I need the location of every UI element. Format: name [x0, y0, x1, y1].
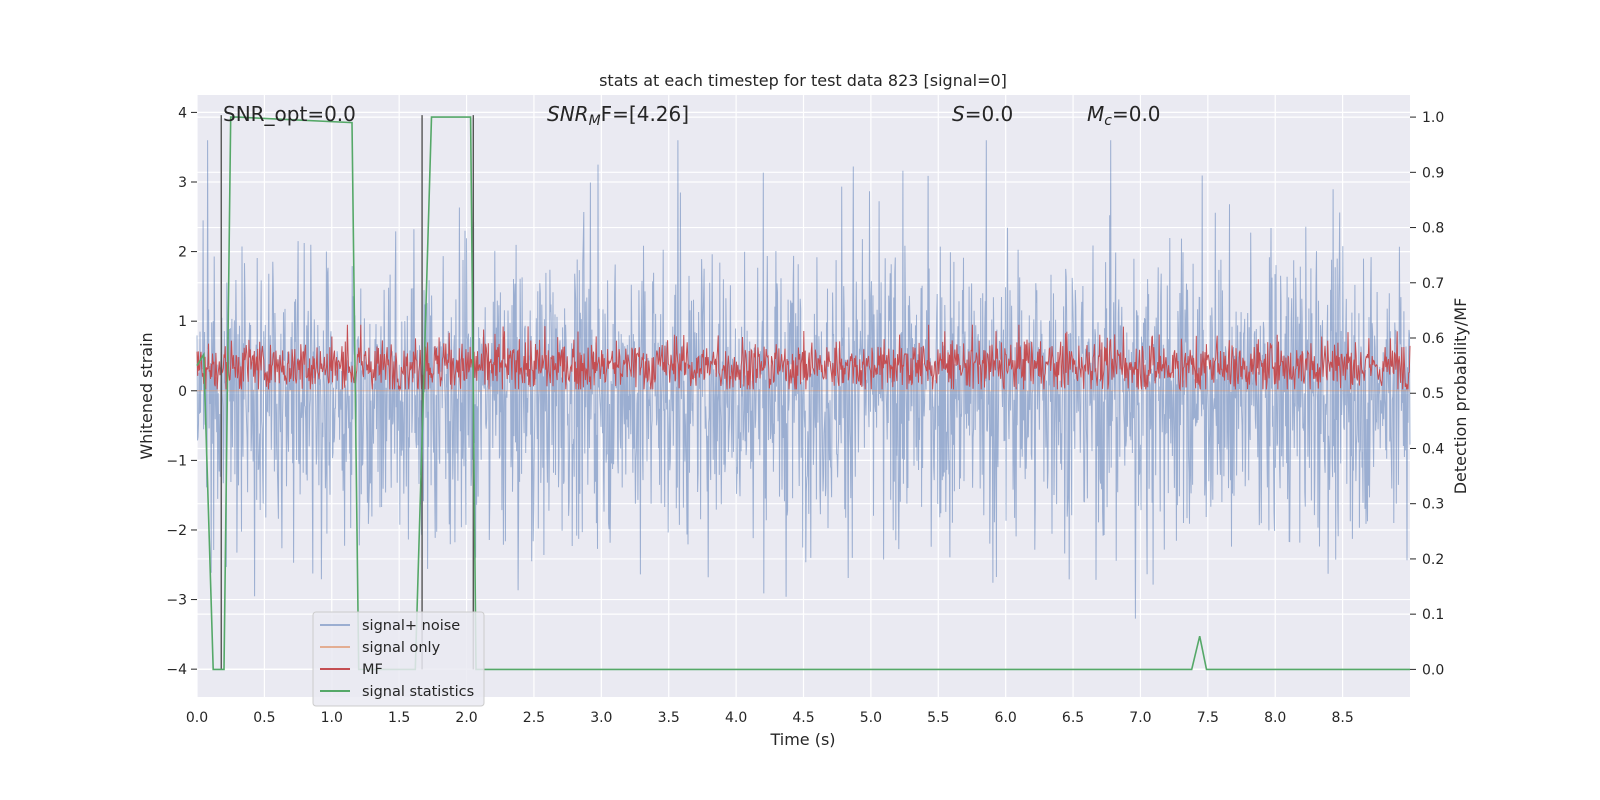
y-axis-label: Whitened strain	[137, 332, 156, 459]
mc-subscript: c	[1104, 113, 1112, 129]
y2-axis-label: Detection probability/MF	[1451, 298, 1470, 495]
annotation-s: S=0.0	[952, 102, 1013, 126]
x-tick-label: 6.0	[995, 710, 1017, 726]
x-tick-label: 2.0	[455, 710, 477, 726]
x-tick-label: 0.5	[253, 710, 275, 726]
s-value: =0.0	[965, 102, 1014, 126]
x-tick-label: 8.5	[1331, 710, 1353, 726]
x-tick-label: 4.0	[725, 710, 747, 726]
y2-tick-label: 0.9	[1422, 165, 1444, 181]
legend-label-signal-only: signal only	[362, 640, 441, 656]
y-tick-label: −1	[166, 453, 187, 469]
annotation-snr-opt: SNR_opt=0.0	[223, 102, 356, 126]
legend: signal+ noise signal only MF signal stat…	[312, 611, 485, 707]
y2-tick-label: 0.4	[1422, 441, 1444, 457]
x-axis-label: Time (s)	[769, 730, 835, 749]
x-tick-label: 7.0	[1129, 710, 1151, 726]
x-tick-label: 1.0	[321, 710, 343, 726]
y2-tick-label: 0.5	[1422, 386, 1444, 402]
y-tick-label: 3	[178, 175, 187, 191]
x-tick-label: 6.5	[1062, 710, 1084, 726]
x-tick-label: 3.5	[658, 710, 680, 726]
y-tick-label: −3	[166, 593, 187, 609]
y-tick-label: 4	[178, 105, 187, 121]
snr-mf-sub: M	[589, 113, 601, 129]
x-tick-label: 5.0	[860, 710, 882, 726]
mf-series	[196, 324, 1411, 392]
y2-tick-label: 0.7	[1422, 276, 1444, 292]
y2-tick-label: 0.3	[1422, 497, 1444, 513]
chart-title: stats at each timestep for test data 823…	[599, 71, 1007, 90]
y2-tick-label: 0.1	[1422, 607, 1444, 623]
legend-box	[312, 611, 485, 707]
legend-label-signal-statistics: signal statistics	[362, 684, 474, 700]
snr-mf-base: SNR	[547, 102, 589, 126]
mc-symbol: M	[1087, 102, 1104, 126]
x-tick-label: 0.0	[186, 710, 208, 726]
y-tick-label: 2	[178, 245, 187, 261]
snr-mf-tail: F=[4.26]	[601, 102, 689, 126]
y2-tick-label: 0.2	[1422, 552, 1444, 568]
x-tick-label: 2.5	[523, 710, 545, 726]
legend-label-signal-noise: signal+ noise	[362, 618, 460, 634]
axes-layer: 0.0 0.5 1.0 1.5 2.0 2.5 3.0 3.5 4.0 4.5 5.0 5.5 6.0 6…	[166, 105, 1444, 726]
y-tick-label: 1	[178, 314, 187, 330]
y2-tick-label: 0.0	[1422, 662, 1444, 678]
x-tick-label: 7.5	[1197, 710, 1219, 726]
annotation-mc: Mc=0.0	[1087, 102, 1161, 129]
mc-value: =0.0	[1112, 102, 1161, 126]
s-symbol: S	[952, 102, 965, 126]
y2-tick-label: 1.0	[1422, 110, 1444, 126]
x-tick-label: 1.5	[388, 710, 410, 726]
x-tick-label: 4.5	[792, 710, 814, 726]
x-tick-label: 3.0	[590, 710, 612, 726]
mf-line	[196, 324, 1411, 392]
y2-tick-label: 0.6	[1422, 331, 1444, 347]
y-tick-label: −2	[166, 523, 187, 539]
y-tick-label: 0	[178, 384, 187, 400]
y2-tick-label: 0.8	[1422, 221, 1444, 237]
x-tick-label: 8.0	[1264, 710, 1286, 726]
annotation-snr-mf: SNRMF=[4.26]	[547, 102, 689, 129]
y-tick-label: −4	[166, 662, 187, 678]
x-tick-label: 5.5	[927, 710, 949, 726]
legend-label-mf: MF	[362, 662, 383, 678]
